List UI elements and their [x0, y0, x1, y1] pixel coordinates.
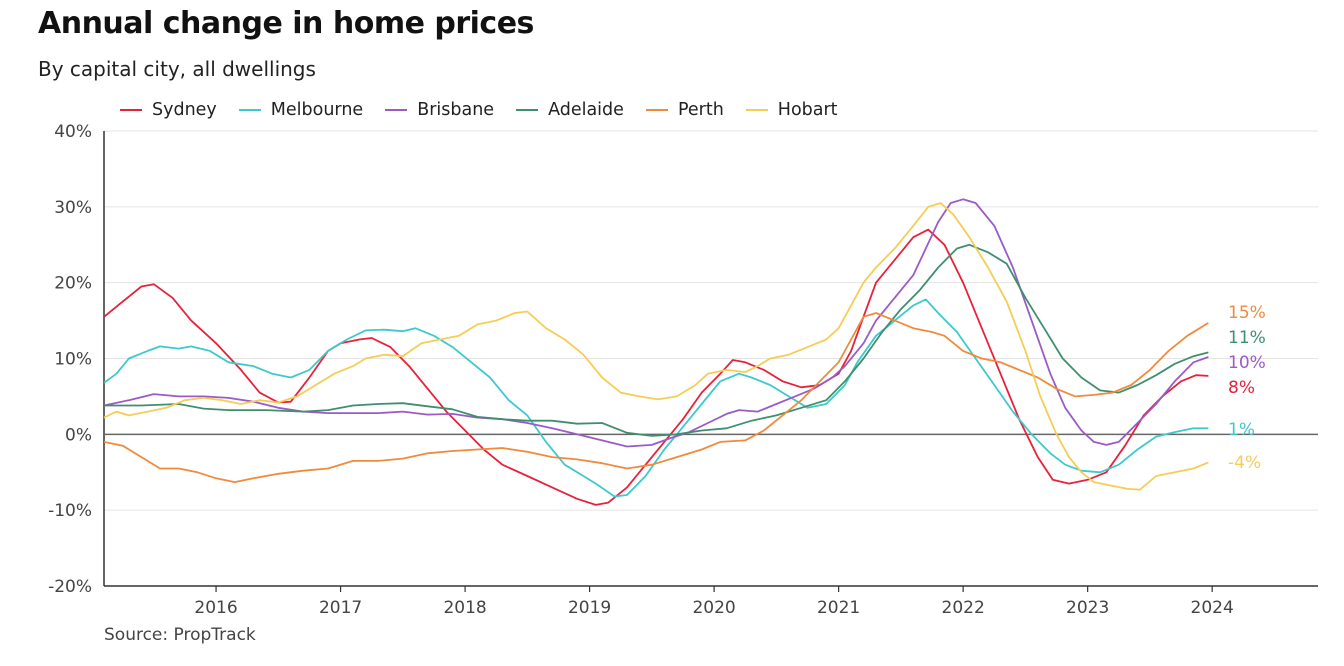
series-line-sydney	[103, 228, 1209, 506]
x-tick-label: 2024	[1191, 598, 1234, 618]
x-tick-label: 2022	[942, 598, 985, 618]
legend-label: Adelaide	[548, 100, 624, 120]
y-tick-label: 10%	[54, 350, 92, 370]
legend-swatch	[516, 109, 539, 111]
legend-label: Hobart	[777, 100, 838, 120]
legend-item-sydney: Sydney	[120, 100, 217, 120]
legend-swatch	[238, 109, 261, 111]
y-tick-label: -10%	[48, 501, 92, 521]
end-label-adelaide: 11%	[1228, 328, 1266, 348]
series-line-adelaide	[104, 243, 1209, 437]
legend-label: Melbourne	[270, 100, 364, 120]
legend-label: Sydney	[152, 100, 217, 120]
chart-legend: Sydney Melbourne Brisbane Adelaide Perth Hoba…	[120, 100, 838, 120]
chart-subtitle: By capital city, all dwellings	[38, 57, 316, 81]
legend-swatch	[385, 109, 408, 111]
y-tick-label: -20%	[48, 577, 92, 597]
series-line-perth	[103, 312, 1209, 483]
legend-item-hobart: Hobart	[745, 100, 838, 120]
end-label-hobart: -4%	[1228, 453, 1261, 473]
x-tick-label: 2023	[1066, 598, 1109, 618]
end-label-brisbane: 10%	[1228, 353, 1266, 373]
chart-title: Annual change in home prices	[38, 6, 534, 41]
source-note: Source: PropTrack	[104, 625, 256, 645]
legend-item-perth: Perth	[645, 100, 724, 120]
y-tick-label: 40%	[54, 122, 92, 142]
legend-item-melbourne: Melbourne	[238, 100, 364, 120]
y-tick-label: 20%	[54, 274, 92, 294]
series-line-hobart	[103, 202, 1209, 491]
legend-label: Brisbane	[417, 100, 495, 120]
legend-item-brisbane: Brisbane	[385, 100, 494, 120]
x-tick-label: 2018	[443, 598, 486, 618]
y-tick-label: 30%	[54, 198, 92, 218]
y-tick-label: 0%	[65, 425, 92, 445]
end-label-perth: 15%	[1228, 303, 1266, 323]
legend-label: Perth	[677, 100, 724, 120]
legend-swatch	[645, 109, 668, 111]
end-label-sydney: 8%	[1228, 378, 1255, 398]
series-line-melbourne	[103, 298, 1209, 498]
x-tick-label: 2019	[568, 598, 611, 618]
legend-swatch	[745, 109, 768, 111]
legend-item-adelaide: Adelaide	[516, 100, 624, 120]
x-tick-label: 2021	[817, 598, 860, 618]
legend-swatch	[120, 109, 142, 111]
x-tick-label: 2016	[194, 598, 237, 618]
x-tick-label: 2020	[692, 598, 735, 618]
series-line-brisbane	[103, 198, 1209, 448]
x-tick-label: 2017	[319, 598, 362, 618]
end-label-melbourne: 1%	[1228, 420, 1255, 440]
